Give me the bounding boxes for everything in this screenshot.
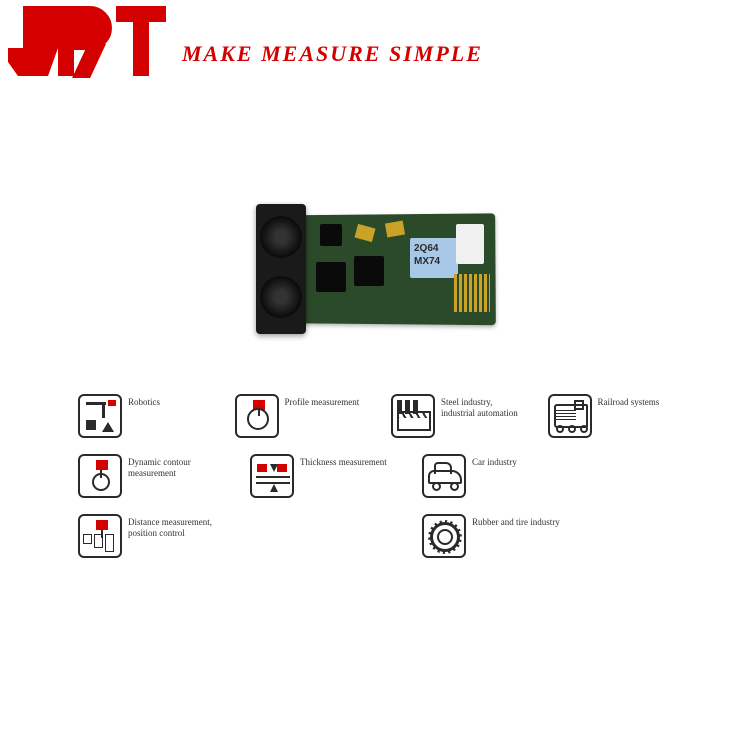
chip-icon [320, 224, 342, 246]
app-item-dynamic: Dynamic contour measurement [78, 454, 228, 498]
car-icon [422, 454, 466, 498]
app-item-distance: Distance measurement, position control [78, 514, 228, 558]
header: MAKE MEASURE SIMPLE [0, 0, 750, 84]
app-item-thickness: Thickness measurement [250, 454, 400, 498]
connector-icon [456, 224, 484, 264]
app-item-robotics: Robotics [78, 394, 213, 438]
railroad-icon [548, 394, 592, 438]
app-label: Steel industry, industrial automation [441, 394, 526, 420]
app-label: Robotics [128, 394, 160, 408]
thickness-icon [250, 454, 294, 498]
tire-icon [422, 514, 466, 558]
app-label: Car industry [472, 454, 517, 468]
app-label: Profile measurement [285, 394, 360, 408]
app-label: Rubber and tire industry [472, 514, 560, 528]
dynamic-icon [78, 454, 122, 498]
applications-grid: Robotics Profile measurement Steel indus… [0, 394, 750, 558]
app-row: Distance measurement, position control R… [78, 514, 682, 558]
app-row: Dynamic contour measurement Thickness me… [78, 454, 682, 498]
app-label: Dynamic contour measurement [128, 454, 228, 480]
chip-icon [354, 256, 384, 286]
chip-icon [316, 262, 346, 292]
product-image: 2Q64 MX74 [256, 194, 494, 344]
app-item-steel: Steel industry, industrial automation [391, 394, 526, 438]
app-label: Thickness measurement [300, 454, 387, 468]
steel-icon [391, 394, 435, 438]
pcb-label-sticker: 2Q64 MX74 [410, 238, 458, 278]
app-item-car: Car industry [422, 454, 572, 498]
app-item-tire: Rubber and tire industry [422, 514, 572, 558]
profile-icon [235, 394, 279, 438]
app-row: Robotics Profile measurement Steel indus… [78, 394, 682, 438]
lens-housing [256, 204, 306, 334]
distance-icon [78, 514, 122, 558]
sticker-line: 2Q64 [414, 243, 438, 254]
sticker-line: MX74 [414, 256, 440, 267]
app-label: Distance measurement, position control [128, 514, 228, 540]
brand-logo [8, 6, 168, 84]
app-item-profile: Profile measurement [235, 394, 370, 438]
robotics-icon [78, 394, 122, 438]
brand-tagline: MAKE MEASURE SIMPLE [182, 41, 483, 67]
pins-icon [454, 274, 490, 312]
app-item-railroad: Railroad systems [548, 394, 683, 438]
app-label: Railroad systems [598, 394, 660, 408]
